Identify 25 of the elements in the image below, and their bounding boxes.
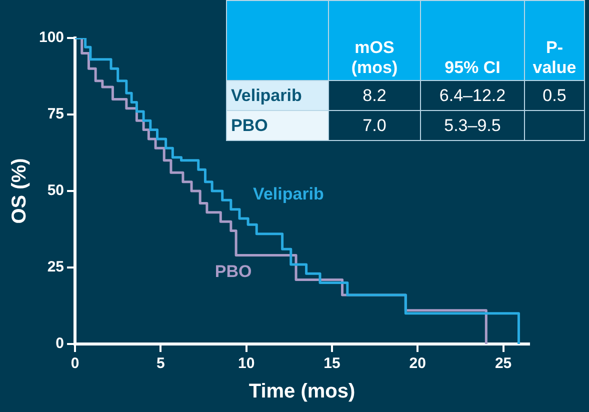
- x-tick-label: 15: [324, 355, 340, 372]
- x-tick-label: 5: [156, 355, 165, 372]
- annotation: 6.4–12.2: [420, 80, 524, 110]
- y-tick-label: 75: [47, 106, 64, 123]
- text: P-value: [532, 38, 576, 77]
- x-axis-title: Time (mos): [248, 380, 356, 403]
- annotation: 8.2: [328, 80, 420, 110]
- text: 0.5: [542, 86, 566, 104]
- annotation: Veliparib: [226, 80, 328, 110]
- annotation: 7.0: [328, 110, 420, 140]
- x-tick-label: 0: [70, 355, 80, 372]
- annotation: mOS (mos): [328, 0, 420, 80]
- annotation: 95% CI: [420, 0, 524, 80]
- y-axis-title: OS (%): [8, 158, 31, 224]
- x-tick-label: 25: [494, 355, 512, 372]
- series-label: PBO: [214, 262, 252, 282]
- y-tick-label: 25: [47, 258, 64, 276]
- x-tick-label: 20: [409, 355, 426, 372]
- y-tick-label: 100: [38, 29, 64, 46]
- annotation: 5.3–9.5: [420, 110, 524, 140]
- y-tick-label: 0: [56, 335, 64, 352]
- y-tick-label: 50: [47, 182, 64, 200]
- annotation: PBO: [226, 110, 328, 140]
- x-tick-label: 10: [238, 355, 255, 372]
- series-label: Veliparib: [253, 184, 324, 204]
